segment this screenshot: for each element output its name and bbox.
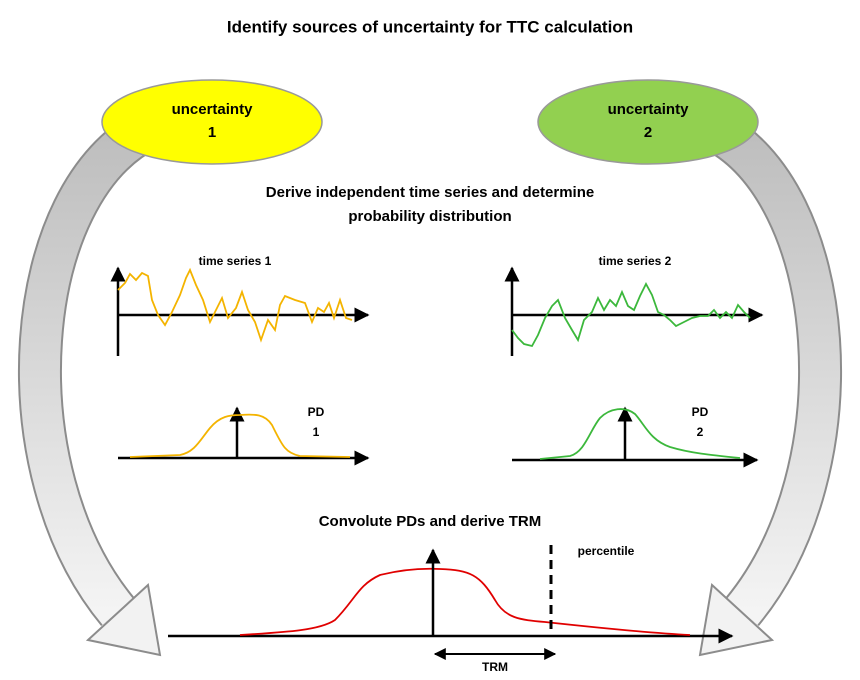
time-series-label: time series 2	[599, 254, 672, 268]
step2-label: Derive independent time series and deter…	[266, 184, 594, 201]
title: Identify sources of uncertainty for TTC …	[227, 17, 633, 36]
time-series-label: time series 1	[199, 254, 272, 268]
pd-curve	[129, 413, 351, 458]
percentile-label: percentile	[578, 544, 635, 558]
trm-label: TRM	[482, 660, 508, 674]
uncertainty-label: 1	[208, 124, 216, 141]
pd-label: PD	[692, 405, 709, 419]
pd-label: PD	[308, 405, 325, 419]
right-arrow	[698, 108, 842, 657]
left-arrow	[18, 108, 162, 657]
uncertainty-label: 2	[644, 124, 652, 141]
time-series-line	[511, 282, 751, 348]
uncertainty-1-ellipse	[101, 79, 323, 165]
time-series-line	[117, 267, 353, 343]
uncertainty-label: uncertainty	[172, 101, 254, 118]
pd-label: 1	[313, 425, 320, 439]
pd-label: 2	[697, 425, 704, 439]
trm-curve	[239, 567, 691, 636]
uncertainty-label: uncertainty	[608, 101, 690, 118]
pd-curve	[539, 408, 741, 460]
step2-label: probability distribution	[348, 208, 511, 225]
uncertainty-2-ellipse	[537, 79, 759, 165]
step3-label: Convolute PDs and derive TRM	[319, 513, 542, 530]
